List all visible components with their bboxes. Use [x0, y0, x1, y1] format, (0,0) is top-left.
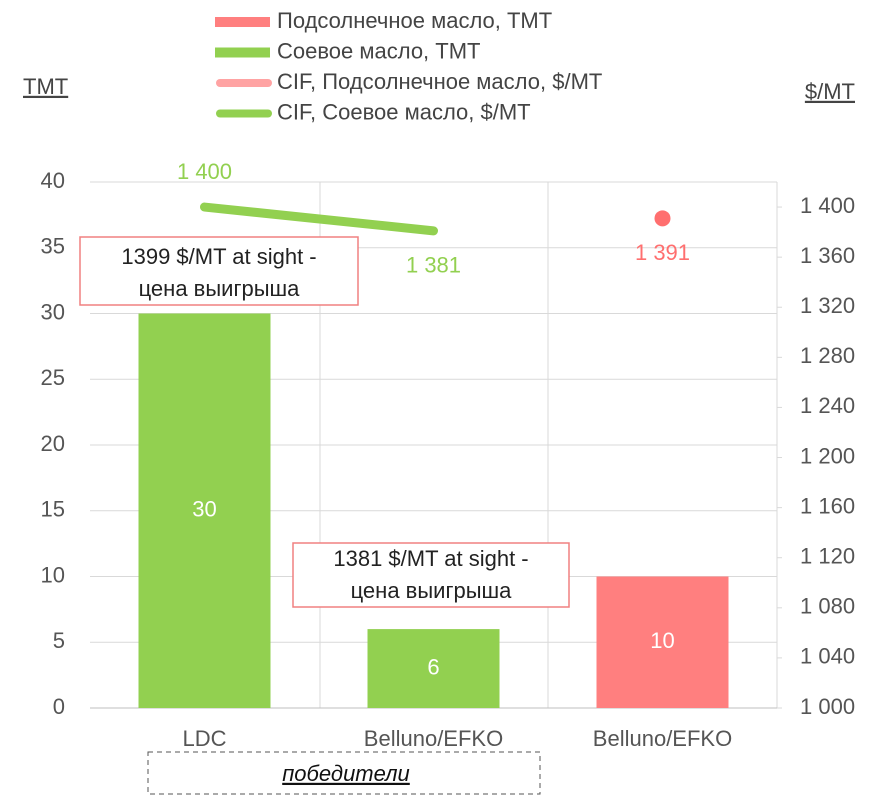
y2-axis-label: $/МТ [805, 79, 855, 104]
y-tick-label: 20 [41, 431, 65, 456]
annotation-box [79, 236, 359, 306]
x-tick-label: LDC [182, 726, 226, 751]
y2-tick-label: 1 240 [800, 393, 855, 418]
line-point [654, 210, 671, 227]
y-tick-label: 10 [41, 562, 65, 587]
y-tick-label: 35 [41, 234, 65, 259]
legend-marker [215, 47, 270, 58]
legend-marker [215, 17, 270, 27]
line-series [200, 202, 438, 236]
annotation-text: 1381 $/MT at sight - [333, 546, 528, 571]
annotation-text: цена выигрыша [139, 276, 301, 301]
bar-value-label: 6 [427, 654, 439, 679]
y2-tick-label: 1 360 [800, 243, 855, 268]
y2-tick-label: 1 080 [800, 594, 855, 619]
annotation-box [292, 542, 570, 608]
line-value-label: 1 400 [177, 159, 232, 184]
y2-tick-label: 1 280 [800, 343, 855, 368]
y2-tick-label: 1 120 [800, 544, 855, 569]
y-tick-label: 0 [53, 694, 65, 719]
y-axis-label: ТМТ [23, 74, 68, 99]
x-tick-label: Belluno/EFKO [593, 726, 732, 751]
bar [138, 313, 271, 708]
annotation-text: 1399 $/MT at sight - [121, 244, 316, 269]
y-tick-label: 40 [41, 168, 65, 193]
group-label: победители [282, 761, 410, 786]
annotation-text: цена выигрыша [351, 578, 513, 603]
y-tick-label: 5 [53, 628, 65, 653]
bar [367, 629, 500, 708]
x-tick-label: Belluno/EFKO [364, 726, 503, 751]
legend-label: CIF, Подсолнечное масло, $/МТ [277, 69, 602, 94]
y2-tick-label: 1 400 [800, 193, 855, 218]
bar-value-label: 30 [192, 497, 216, 522]
line-value-label: 1 381 [406, 253, 461, 278]
y-tick-label: 25 [41, 365, 65, 390]
bar [596, 576, 729, 708]
line-value-label: 1 391 [635, 240, 690, 265]
legend-label: CIF, Соевое масло, $/МТ [277, 99, 531, 124]
y2-tick-label: 1 320 [800, 293, 855, 318]
legend-label: Подсолнечное масло, ТМТ [277, 8, 552, 33]
group-box [147, 751, 541, 795]
y-tick-label: 15 [41, 497, 65, 522]
y-tick-label: 30 [41, 299, 65, 324]
y2-tick-label: 1 160 [800, 493, 855, 518]
legend-label: Соевое масло, ТМТ [277, 38, 481, 63]
y2-tick-label: 1 040 [800, 644, 855, 669]
y2-tick-label: 1 200 [800, 443, 855, 468]
bar-value-label: 10 [650, 628, 674, 653]
y2-tick-label: 1 000 [800, 694, 855, 719]
